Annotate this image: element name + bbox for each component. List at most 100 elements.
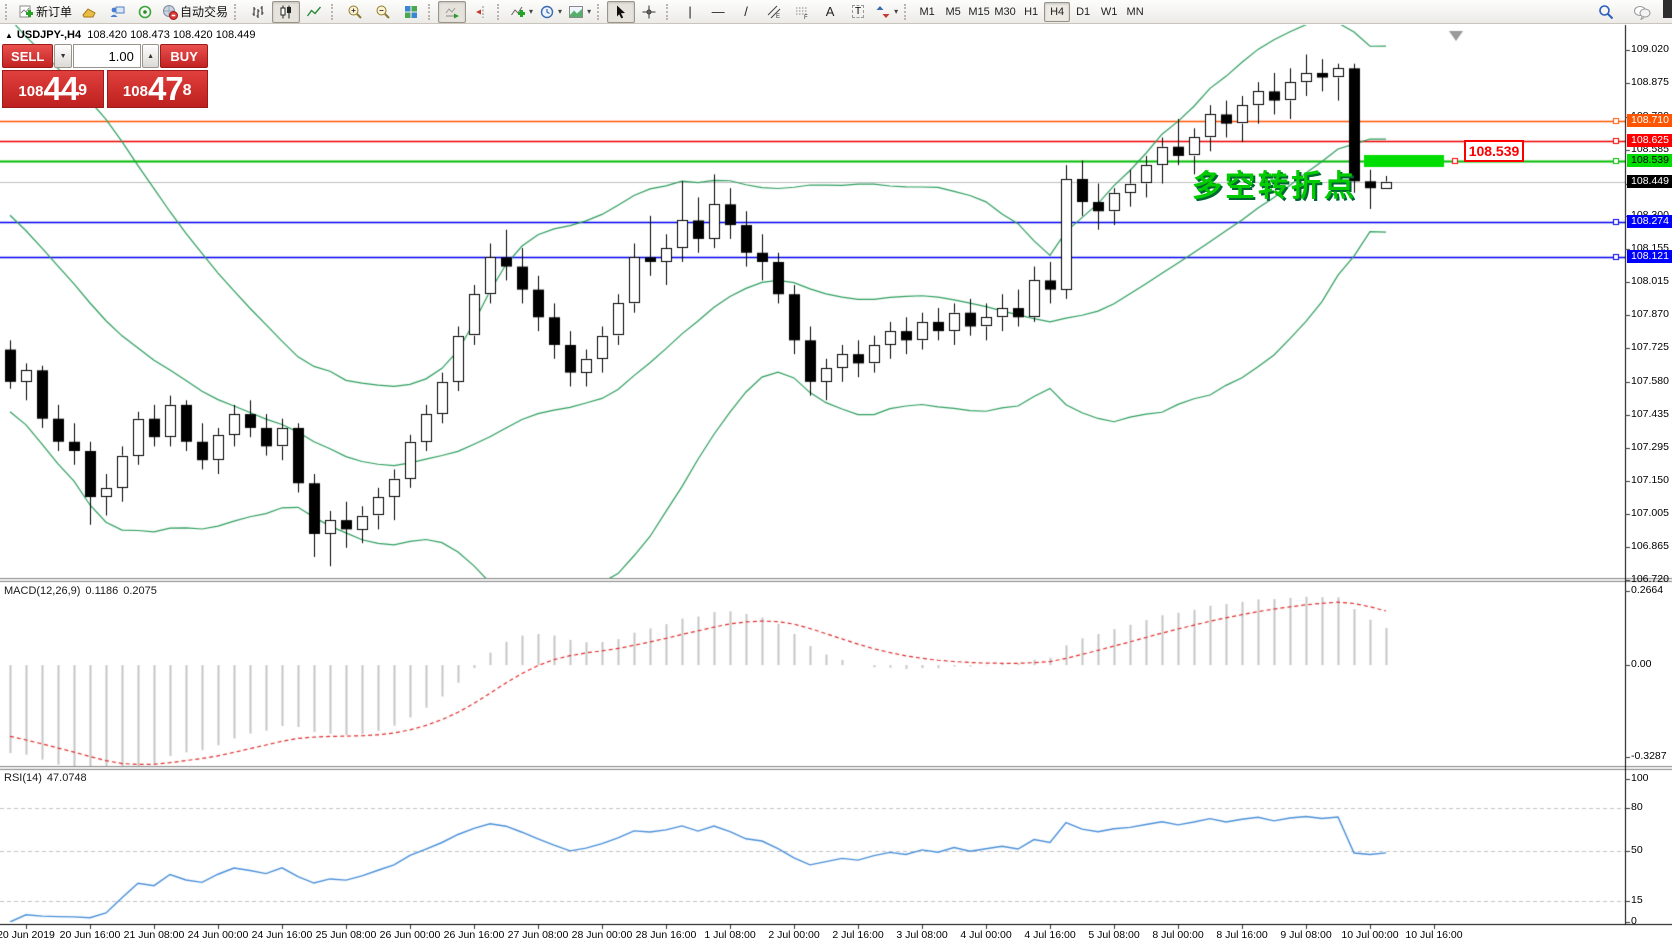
template-icon [568,4,584,20]
toolbar-grip [234,3,241,20]
fibonacci-icon: F [794,4,810,20]
autotrading-icon [162,4,179,20]
chart-shift-icon [472,4,488,20]
cursor-button[interactable] [607,0,636,23]
signal-icon [137,4,153,20]
crosshair-button[interactable] [635,1,663,23]
sell-price-big: 44 [43,70,79,107]
new-order-label: 新订单 [36,5,73,19]
trendline-icon: / [744,4,748,19]
equidistant-channel-icon: E [766,4,782,20]
channel-tool-button[interactable]: E [760,1,788,23]
zoom-out-icon [375,4,391,20]
toolbar-grip [497,3,504,20]
zoom-in-icon [347,4,363,20]
crosshair-icon [641,4,657,20]
chevron-down-icon: ▾ [894,7,899,16]
buy-button[interactable]: BUY [160,44,208,68]
main-toolbar: 新订单 自动交易 [0,0,1672,24]
bar-chart-button[interactable] [244,1,272,23]
buy-price-sup: 8 [182,82,192,99]
bar-chart-icon [250,4,266,20]
chart-text-annotation[interactable]: 多空转折点 [1192,170,1357,203]
window-edge-fragment [1663,0,1672,18]
timeframe-m15[interactable]: M15 [968,5,990,18]
timeframe-w1[interactable]: W1 [1100,5,1118,18]
templates-button[interactable]: ▾ [565,1,594,23]
arrows-icon [875,4,891,20]
chevron-down-icon: ▾ [587,7,592,16]
trendline-tool-button[interactable]: / [732,1,760,23]
autotrading-button[interactable]: 自动交易 [159,1,231,23]
chevron-down-icon: ▾ [529,7,534,16]
zoom-out-button[interactable] [369,1,397,23]
horizontal-line-icon: — [711,4,725,19]
sell-price-display[interactable]: 108 44 9 [2,70,104,108]
timeframe-m30[interactable]: M30 [994,5,1016,18]
cursor-icon [613,4,629,20]
horizontal-line-tool-button[interactable]: — [704,1,732,23]
tile-windows-button[interactable] [397,1,425,23]
volume-decrement-button[interactable]: ▼ [54,44,72,68]
search-button[interactable] [1592,1,1620,23]
tile-windows-icon [403,4,419,20]
clock-icon [539,4,555,20]
line-chart-icon [306,4,322,20]
fibonacci-tool-button[interactable]: F [788,1,816,23]
toolbar-grip [428,3,435,20]
label-tool-icon: T [852,5,865,18]
candlestick-icon [278,4,294,20]
new-order-icon [18,4,34,20]
indicators-button[interactable]: ▾ [507,1,536,23]
toolbar-grip [5,3,12,20]
sell-button[interactable]: SELL [2,44,54,68]
auto-scroll-button[interactable] [438,0,467,23]
chevron-down-icon: ▾ [558,7,563,16]
timeframe-mn[interactable]: MN [1126,5,1144,18]
text-tool-button[interactable]: A [816,1,844,23]
sell-price-sup: 9 [78,82,88,99]
gold-chart-icon [81,4,97,20]
line-chart-button[interactable] [300,1,328,23]
timeframe-toolbar: M1 M5 M15 M30 H1 H4 D1 W1 MN [914,1,1148,22]
search-icon [1598,4,1614,20]
signals-button[interactable] [131,1,159,23]
zoom-in-button[interactable] [341,1,369,23]
svg-text:E: E [776,14,780,20]
timeframe-m5[interactable]: M5 [945,5,961,18]
one-click-trading-panel: SELL ▼ ▲ BUY 108 44 9 108 47 8 [2,44,208,108]
price-callout-label[interactable]: 108.539 [1464,140,1524,162]
vertical-line-tool-button[interactable]: | [676,1,704,23]
periods-button[interactable]: ▾ [536,1,565,23]
candlestick-chart-button[interactable] [272,0,301,23]
new-order-button[interactable]: 新订单 [15,1,75,23]
tester-person-icon [109,4,125,20]
timeframe-h4[interactable]: H4 [1044,1,1071,22]
buy-price-big: 47 [147,70,184,107]
volume-input[interactable] [72,44,141,68]
timeframe-m1[interactable]: M1 [919,5,935,18]
chart-shift-button[interactable] [466,1,494,23]
toolbar-grip [597,3,604,20]
vertical-line-icon: | [688,4,692,19]
auto-scroll-icon [444,4,460,20]
buy-price-display[interactable]: 108 47 8 [106,70,208,108]
autotrading-label: 自动交易 [180,5,229,19]
arrows-tool-button[interactable]: ▾ [872,1,901,23]
chat-icon [1633,4,1651,20]
indicators-icon [510,4,526,20]
toolbar-grip [666,3,673,20]
sell-price-prefix: 108 [18,83,44,100]
charts-button[interactable] [75,1,103,23]
toolbar-grip [331,3,338,20]
label-tool-button[interactable]: T [844,1,872,23]
volume-increment-button[interactable]: ▲ [141,44,160,68]
buy-price-prefix: 108 [122,83,148,100]
svg-text:F: F [804,15,808,20]
timeframe-d1[interactable]: D1 [1076,5,1091,18]
timeframe-h1[interactable]: H1 [1024,5,1039,18]
chat-button[interactable] [1628,1,1656,23]
strategy-tester-button[interactable] [103,1,131,23]
